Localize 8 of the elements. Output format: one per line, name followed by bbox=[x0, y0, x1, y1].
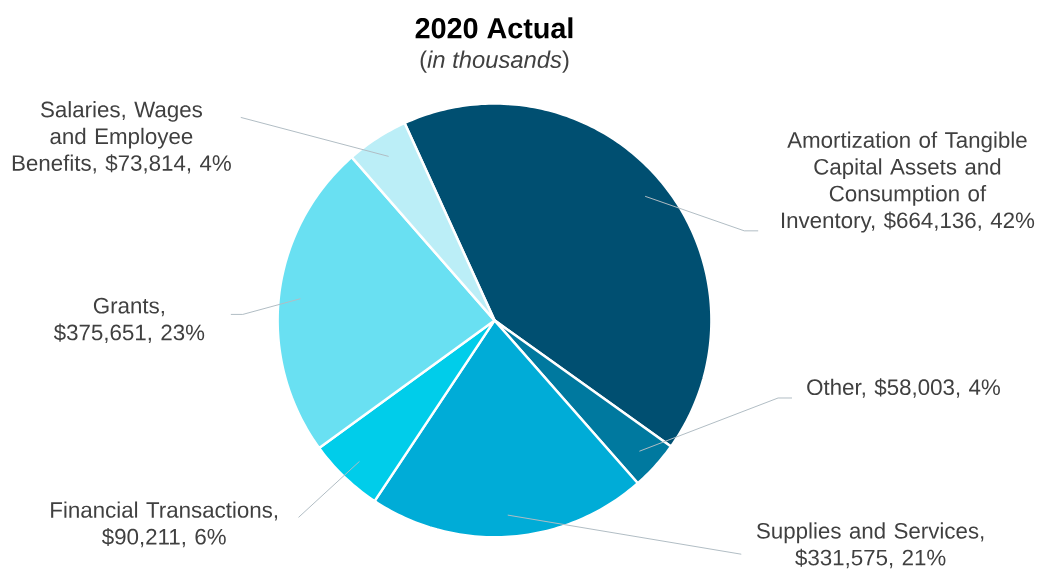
chart-subtitle: (in thousands) bbox=[420, 50, 569, 73]
chart-title: 2020 Actual bbox=[415, 17, 573, 39]
slice-label: Amortization of Tangible Capital Assets and Consumption of Inventory, $664,136, 42% bbox=[781, 131, 1035, 233]
slice-label: Grants, $375,651, 23% bbox=[53, 297, 205, 343]
slice-label: Salaries, Wages and Employee Benefits, $73,814, 4% bbox=[12, 100, 231, 174]
slice-label: Other, $58,003, 4% bbox=[807, 378, 1000, 398]
slice-label: Financial Transactions, $90,211, 6% bbox=[51, 501, 278, 548]
slice-label: Supplies and Services, $331,575, 21% bbox=[756, 522, 984, 569]
